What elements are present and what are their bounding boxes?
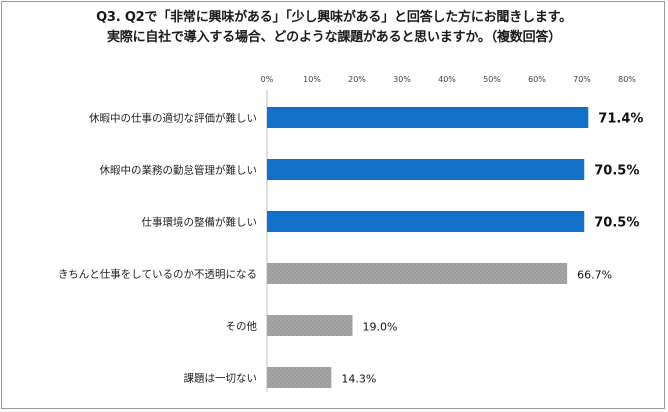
x-tick-label: 20% [348,75,366,84]
value-label: 70.5% [594,164,639,179]
bar [267,315,353,336]
x-tick-label: 80% [618,75,636,84]
x-tick-label: 60% [528,75,546,84]
category-label: 休暇中の仕事の適切な評価が難しい [89,112,257,125]
x-tick-label: 70% [573,75,591,84]
x-tick-label: 50% [483,75,501,84]
value-label: 71.4% [598,112,643,127]
category-label: 課題は一切ない [184,372,258,385]
value-label: 14.3% [341,373,376,386]
question-line-1: Q3. Q2で「非常に興味がある」「少し興味がある」と回答した方にお聞きします。 [96,10,572,25]
value-label: 70.5% [594,216,639,231]
bar [267,263,568,284]
value-label: 19.0% [363,321,398,334]
category-label: 仕事環境の整備が難しい [142,216,258,229]
bar [267,107,589,128]
bar [267,159,585,180]
category-label: 休暇中の業務の勤怠管理が難しい [100,164,258,177]
category-label: きちんと仕事をしているのか不透明になる [58,268,257,281]
question-line-2: 実際に自社で導入する場合、どのような課題があると思いますか。（複数回答） [106,30,562,45]
bar [267,211,585,232]
category-label: その他 [226,320,258,333]
x-tick-label: 0% [261,75,274,84]
x-tick-label: 40% [438,75,456,84]
value-label: 66.7% [577,269,612,282]
bar [267,367,332,388]
question-title: Q3. Q2で「非常に興味がある」「少し興味がある」と回答した方にお聞きします。… [0,8,668,48]
x-tick-label: 30% [393,75,411,84]
x-tick-label: 10% [303,75,321,84]
